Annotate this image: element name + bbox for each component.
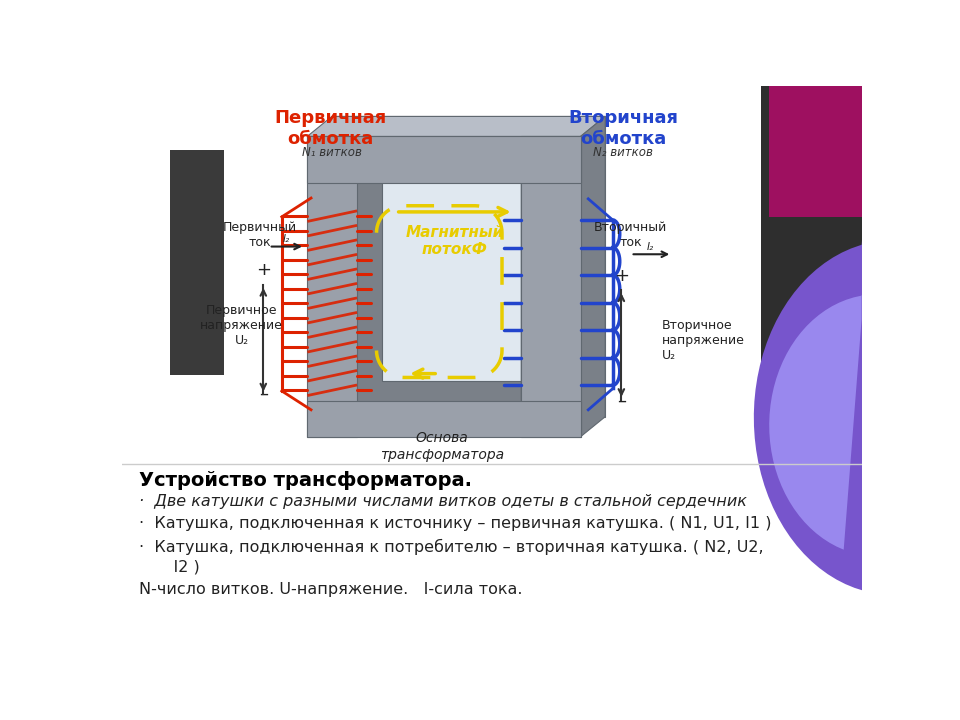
Text: Первичное
напряжение
U₂: Первичное напряжение U₂	[201, 304, 283, 346]
Polygon shape	[761, 86, 861, 456]
Text: Первичная
обмотка: Первичная обмотка	[275, 109, 387, 148]
Text: I₂: I₂	[283, 234, 290, 244]
Text: +: +	[255, 261, 271, 279]
Polygon shape	[332, 117, 605, 417]
Polygon shape	[581, 117, 605, 437]
Polygon shape	[769, 294, 861, 549]
Text: –: –	[617, 392, 626, 410]
Text: ·  Две катушки с разными числами витков одеты в стальной сердечник: · Две катушки с разными числами витков о…	[139, 495, 747, 510]
Polygon shape	[521, 137, 581, 437]
Polygon shape	[307, 400, 581, 437]
Text: Вторичное
напряжение
U₂: Вторичное напряжение U₂	[661, 319, 744, 362]
Polygon shape	[357, 163, 546, 183]
Polygon shape	[521, 163, 546, 400]
Text: I₂: I₂	[647, 242, 654, 251]
Polygon shape	[170, 150, 224, 375]
Text: Вторичная
обмотка: Вторичная обмотка	[568, 109, 678, 148]
Text: N-число витков. U-напряжение.   I-сила тока.: N-число витков. U-напряжение. I-сила ток…	[139, 582, 523, 596]
Text: –: –	[259, 384, 268, 402]
Text: +: +	[613, 267, 629, 285]
Text: Вторичный
ток: Вторичный ток	[594, 221, 667, 249]
Text: N₁ витков: N₁ витков	[301, 146, 362, 159]
Text: I2 ): I2 )	[154, 559, 200, 574]
Text: N₂ витков: N₂ витков	[593, 146, 653, 159]
Polygon shape	[307, 137, 357, 437]
Text: ·  Катушка, подключенная к потребителю – вторичная катушка. ( N2, U2,: · Катушка, подключенная к потребителю – …	[139, 539, 764, 555]
Text: Магнитный
потокФ: Магнитный потокФ	[405, 225, 504, 257]
Polygon shape	[307, 117, 605, 137]
Polygon shape	[769, 86, 861, 217]
Polygon shape	[307, 137, 581, 183]
Text: Первичный
ток: Первичный ток	[223, 221, 297, 249]
Polygon shape	[382, 163, 546, 381]
Text: Основа
трансформатора: Основа трансформатора	[380, 431, 504, 462]
Polygon shape	[754, 240, 960, 595]
Text: Устройство трансформатора.: Устройство трансформатора.	[139, 472, 472, 490]
Text: ·  Катушка, подключенная к источнику – первичная катушка. ( N1, U1, I1 ): · Катушка, подключенная к источнику – пе…	[139, 516, 772, 531]
